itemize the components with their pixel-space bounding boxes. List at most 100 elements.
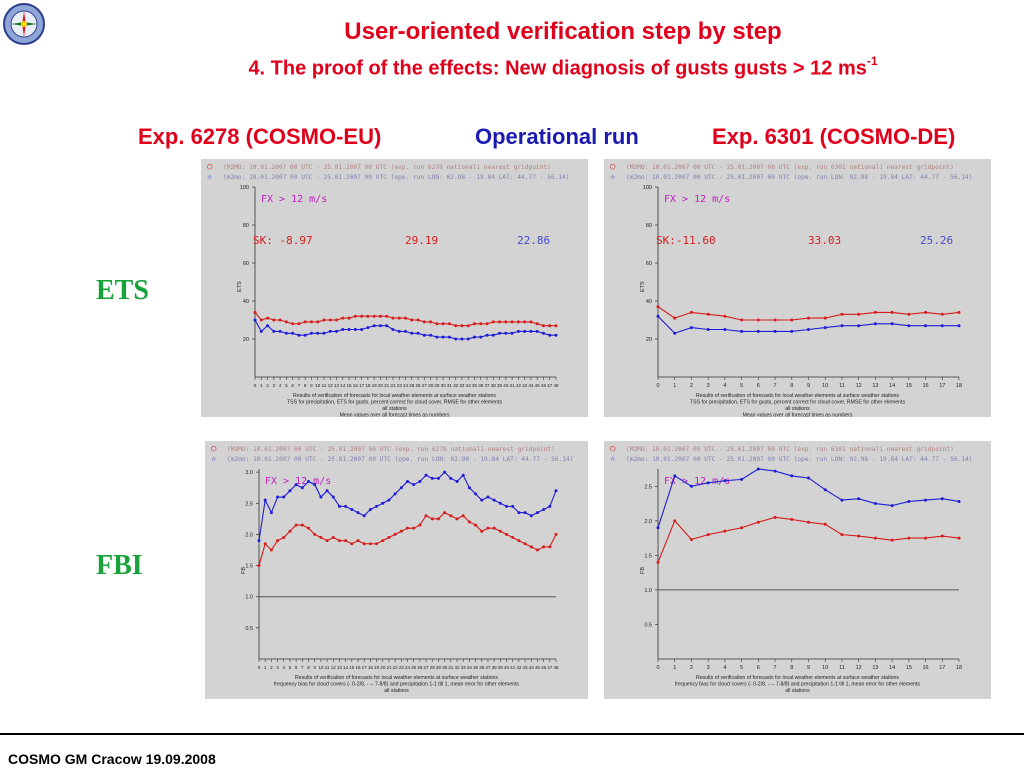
skill-score: 22.86: [517, 234, 550, 247]
x-tick-label: 21: [386, 665, 392, 670]
data-point-red: [322, 318, 326, 322]
data-point-blue: [807, 328, 810, 331]
data-point-red: [360, 314, 364, 318]
x-tick-label: 8: [307, 665, 310, 670]
chart-label: FX > 12 m/s: [265, 476, 331, 487]
data-point-blue: [673, 331, 677, 335]
data-point-red: [278, 318, 282, 322]
data-point-blue: [548, 504, 552, 508]
data-point-red: [410, 318, 414, 322]
data-point-blue: [368, 507, 372, 511]
data-point-blue: [756, 467, 760, 471]
chart-label: FX > 12 m/s: [261, 194, 327, 205]
y-tick-label: 1.5: [644, 553, 652, 559]
x-tick-label: 5: [740, 383, 743, 389]
data-point-red: [288, 529, 292, 533]
data-point-blue: [387, 498, 391, 502]
data-point-blue: [890, 322, 894, 326]
x-tick-label: 7: [301, 665, 304, 670]
chart-caption: all stations: [785, 688, 810, 694]
x-tick-label: 15: [906, 383, 912, 389]
data-point-blue: [689, 484, 693, 488]
x-tick-label: 11: [839, 665, 845, 671]
data-point-red: [857, 534, 861, 538]
data-point-red: [823, 316, 827, 320]
x-tick-label: 34: [467, 665, 473, 670]
data-point-red: [517, 539, 521, 543]
chart-caption: TSS for precipitation, ETS for gusts, pe…: [287, 400, 502, 406]
x-tick-label: 1: [260, 383, 263, 388]
data-point-blue: [341, 328, 345, 331]
x-tick-label: 6: [295, 665, 298, 670]
y-tick-label: 80: [646, 223, 652, 229]
data-point-blue: [443, 470, 447, 474]
data-point-blue: [350, 507, 354, 511]
data-point-red: [807, 316, 810, 320]
x-tick-label: 8: [790, 665, 793, 671]
x-tick-label: 45: [535, 383, 541, 388]
data-point-red: [381, 539, 385, 543]
data-point-blue: [535, 329, 539, 333]
y-tick-label: 3.0: [245, 470, 253, 476]
data-point-blue: [723, 328, 727, 331]
data-point-red: [840, 312, 844, 316]
y-axis-label: ETS: [640, 281, 646, 292]
x-tick-label: 9: [807, 665, 810, 671]
data-point-red: [689, 537, 693, 541]
data-point-red: [516, 320, 520, 324]
data-point-red: [362, 542, 366, 546]
data-point-blue: [517, 511, 521, 515]
data-point-blue: [429, 333, 433, 337]
x-tick-label: 19: [372, 383, 378, 388]
data-point-red: [467, 520, 471, 524]
chart-label: FX > 12 m/s: [664, 476, 730, 487]
x-tick-label: 9: [807, 383, 810, 389]
data-point-blue: [756, 329, 760, 333]
data-point-blue: [447, 335, 451, 339]
data-point-blue: [480, 498, 484, 502]
data-point-blue: [276, 495, 280, 499]
data-point-blue: [269, 511, 273, 515]
data-point-red: [253, 310, 257, 314]
x-tick-label: 6: [757, 383, 760, 389]
data-point-blue: [393, 492, 397, 496]
legend-line-ope: (m2mo: 10.01.2007 00 UTC - 25.01.2007 00…: [626, 456, 972, 463]
x-tick-label: 15: [906, 665, 912, 671]
data-point-blue: [492, 498, 496, 502]
data-point-blue: [554, 489, 558, 493]
data-point-blue: [890, 504, 894, 508]
chart-caption: all stations: [382, 406, 407, 412]
x-tick-label: 2: [266, 383, 269, 388]
data-point-red: [435, 322, 439, 326]
x-tick-label: 28: [430, 665, 436, 670]
data-point-red: [449, 514, 453, 518]
data-point-blue: [372, 324, 376, 328]
y-tick-label: 0.5: [245, 626, 253, 632]
column-header-exp-6301: Exp. 6301 (COSMO-DE): [712, 124, 956, 149]
x-tick-label: 42: [516, 383, 522, 388]
data-point-red: [673, 519, 677, 523]
data-point-red: [486, 526, 490, 530]
data-point-red: [454, 324, 458, 328]
data-point-red: [284, 320, 288, 324]
x-tick-label: 7: [774, 383, 777, 389]
data-point-red: [441, 322, 445, 326]
legend-line-ope: (m2mo: 10.01.2007 00 UTC - 25.01.2007 00…: [227, 456, 573, 463]
data-point-red: [366, 314, 370, 318]
data-point-red: [313, 532, 317, 536]
data-point-red: [480, 529, 484, 533]
x-tick-label: 3: [276, 665, 279, 670]
data-point-red: [291, 322, 295, 326]
data-point-red: [331, 536, 335, 540]
data-point-red: [940, 312, 944, 316]
chart-caption: all stations: [384, 688, 409, 694]
data-point-blue: [857, 497, 861, 501]
data-point-red: [523, 320, 527, 324]
data-point-red: [924, 536, 928, 540]
data-point-red: [328, 318, 332, 322]
data-point-red: [957, 536, 961, 540]
data-point-blue: [449, 476, 453, 480]
data-point-blue: [706, 328, 710, 331]
data-point-blue: [454, 337, 458, 341]
data-point-blue: [294, 483, 298, 487]
